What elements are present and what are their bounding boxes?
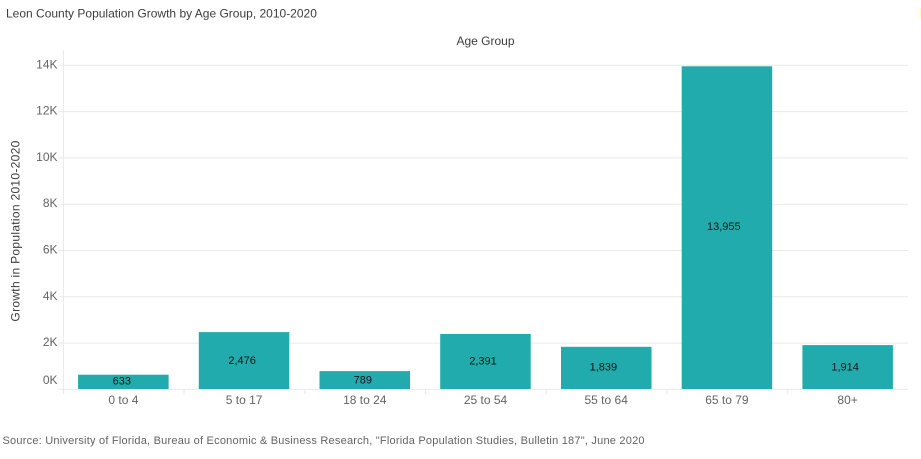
svg-text:789: 789 [354,374,372,386]
svg-text:Source: University of Florida,: Source: University of Florida, Bureau of… [3,435,645,447]
svg-text:12K: 12K [36,104,57,118]
svg-text:13,955: 13,955 [707,221,741,233]
svg-text:2,391: 2,391 [469,355,497,367]
svg-text:0 to 4: 0 to 4 [108,393,138,407]
svg-text:65 to 79: 65 to 79 [705,393,749,407]
svg-text:14K: 14K [36,57,57,71]
svg-text:Growth in Population 2010-2020: Growth in Population 2010-2020 [9,140,23,321]
svg-text:5 to 17: 5 to 17 [226,393,263,407]
svg-text:0K: 0K [43,373,58,387]
svg-text:2,476: 2,476 [228,355,256,367]
svg-text:4K: 4K [43,289,58,303]
svg-text:Leon County Population Growth: Leon County Population Growth by Age Gro… [6,7,317,21]
svg-text:2K: 2K [43,335,58,349]
svg-text:Age Group: Age Group [456,34,514,48]
svg-text:1,914: 1,914 [831,362,859,374]
svg-text:18 to 24: 18 to 24 [343,393,387,407]
svg-text:80+: 80+ [837,393,857,407]
svg-text:10K: 10K [36,150,57,164]
svg-text:1,839: 1,839 [590,361,618,373]
svg-text:25 to 54: 25 to 54 [464,393,508,407]
svg-text:6K: 6K [43,243,58,257]
svg-text:55 to 64: 55 to 64 [585,393,629,407]
svg-text:8K: 8K [43,196,58,210]
svg-text:633: 633 [113,375,131,387]
